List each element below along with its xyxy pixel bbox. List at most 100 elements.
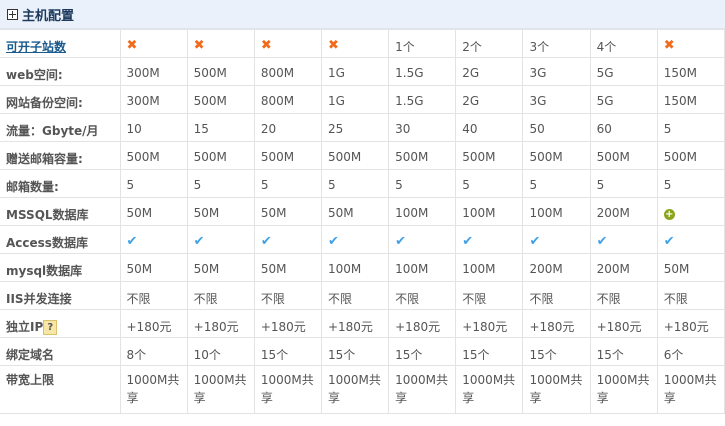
table-cell: 100M	[388, 253, 457, 282]
row-label-text: 独立IP	[6, 320, 44, 334]
table-cell: 3个	[522, 29, 591, 58]
cell-value: 200M	[596, 206, 630, 220]
cell-value: 1G	[327, 66, 345, 80]
row-label: 绑定域名	[0, 337, 121, 366]
table-cell: 不限	[589, 281, 658, 310]
table-cell: +180元	[656, 309, 725, 338]
cell-value: 40	[462, 122, 478, 136]
question-icon[interactable]: ?	[43, 320, 58, 335]
table-cell: 150M	[656, 57, 725, 86]
table-cell: 50M	[186, 253, 255, 282]
cell-value: 5	[395, 178, 403, 192]
table-cell: 60	[589, 113, 658, 142]
cell-value: 15个	[395, 348, 423, 362]
cell-value: 100M	[462, 206, 496, 220]
table-cell: 100M	[455, 253, 524, 282]
cell-value: +180元	[327, 320, 373, 334]
cell-value: 5	[663, 178, 672, 192]
row-label-text: 流量：Gbyte/月	[6, 124, 99, 138]
table-cell: 100M	[455, 197, 524, 226]
table-cell: 8个	[119, 337, 188, 366]
cross-icon: ✖	[327, 38, 339, 53]
cell-value: 5	[462, 178, 470, 192]
check-icon: ✔	[260, 234, 272, 249]
table-cell: +180元	[589, 309, 658, 338]
cell-value: 50M	[193, 262, 220, 276]
table-cell: 150M	[656, 85, 725, 114]
cell-value: 15个	[260, 348, 289, 362]
table-cell: 500M	[253, 141, 322, 170]
table-cell: ✖	[656, 29, 725, 58]
cell-value: +180元	[126, 320, 172, 334]
cell-value: 100M	[462, 262, 496, 276]
cell-value: 10个	[193, 348, 221, 362]
table-cell: 50M	[656, 253, 725, 282]
table-cell: 2G	[455, 57, 524, 86]
table-cell: +180元	[119, 309, 188, 338]
cell-value: 不限	[327, 292, 352, 306]
cell-value: 3G	[529, 66, 547, 80]
table-cell: 5	[388, 169, 457, 198]
cell-value: 500M	[395, 150, 429, 164]
cell-value: 500M	[126, 150, 160, 164]
table-cell: 15个	[589, 337, 658, 366]
table-cell: 20	[253, 113, 322, 142]
table-row: Access数据库 ✔ ✔ ✔ ✔ ✔ ✔ ✔ ✔ ✔	[0, 225, 725, 254]
table-cell: 200M	[589, 197, 658, 226]
cell-value: 20	[260, 122, 277, 136]
table-cell: 300M	[119, 85, 188, 114]
table-cell: 4个	[589, 29, 658, 58]
cell-value: 15个	[462, 348, 490, 362]
cell-value: 5	[529, 178, 538, 192]
section-header[interactable]: 主机配置	[0, 0, 725, 29]
table-cell: 5G	[589, 57, 658, 86]
check-icon: ✔	[395, 234, 407, 249]
table-cell: +180元	[320, 309, 390, 338]
table-cell: 不限	[388, 281, 457, 310]
table-cell: 5	[119, 169, 188, 198]
row-label-text: 邮箱数量:	[6, 180, 59, 194]
table-cell: 1000M共享	[589, 365, 658, 414]
table-row: 流量：Gbyte/月 10 15 20 25 30 40 50 60 5	[0, 113, 725, 142]
subsite-link[interactable]: 可开子站数	[6, 40, 67, 54]
table-cell: 2G	[455, 85, 524, 114]
cell-value: 5G	[596, 94, 614, 108]
table-cell: 500M	[186, 141, 255, 170]
cell-value: 200M	[596, 262, 630, 276]
expand-icon[interactable]	[7, 8, 18, 20]
row-label: 可开子站数	[0, 29, 121, 58]
check-icon: ✔	[193, 234, 205, 249]
row-label-text: Access数据库	[6, 236, 88, 250]
table-cell: 1000M共享	[455, 365, 524, 414]
table-cell: 50	[522, 113, 591, 142]
cell-value: 10	[126, 122, 142, 136]
cell-value: 1000M共享	[462, 373, 516, 405]
cell-value: 50M	[260, 206, 287, 220]
cell-value: 50M	[260, 262, 287, 276]
table-row: 独立IP? +180元 +180元 +180元 +180元 +180元 +180元 +180元…	[0, 309, 725, 338]
table-cell: ✔	[522, 225, 591, 254]
table-cell: 5	[522, 169, 591, 198]
cell-value: 800M	[260, 66, 295, 80]
table-cell: 不限	[320, 281, 390, 310]
table-cell: 15个	[388, 337, 457, 366]
cell-value: 2G	[462, 94, 480, 108]
cell-value: +180元	[663, 320, 709, 334]
row-label: web空间:	[0, 57, 121, 86]
table-cell: 不限	[186, 281, 255, 310]
table-cell: 50M	[320, 197, 390, 226]
config-table: 可开子站数 ✖ ✖ ✖ ✖ 1个 2个 3个 4个 ✖ web空间: 300M 500M 800M 1G 1.…	[0, 29, 725, 414]
row-label-text: 带宽上限	[6, 373, 55, 387]
table-cell: 5	[455, 169, 524, 198]
cell-value: 500M	[193, 66, 227, 80]
table-row: 带宽上限 1000M共享 1000M共享 1000M共享 1000M共享 1000M共享 1…	[0, 365, 725, 414]
cell-value: 5	[327, 178, 336, 192]
table-row: MSSQL数据库 50M 50M 50M 50M 100M 100M 100M 200M +	[0, 197, 725, 226]
table-cell: 1000M共享	[253, 365, 322, 414]
row-label: 赠送邮箱容量:	[0, 141, 121, 170]
table-cell: 1000M共享	[119, 365, 188, 414]
cell-value: 15个	[529, 348, 557, 362]
row-label: Access数据库	[0, 225, 121, 254]
table-cell: 30	[388, 113, 457, 142]
table-cell: 5	[589, 169, 658, 198]
